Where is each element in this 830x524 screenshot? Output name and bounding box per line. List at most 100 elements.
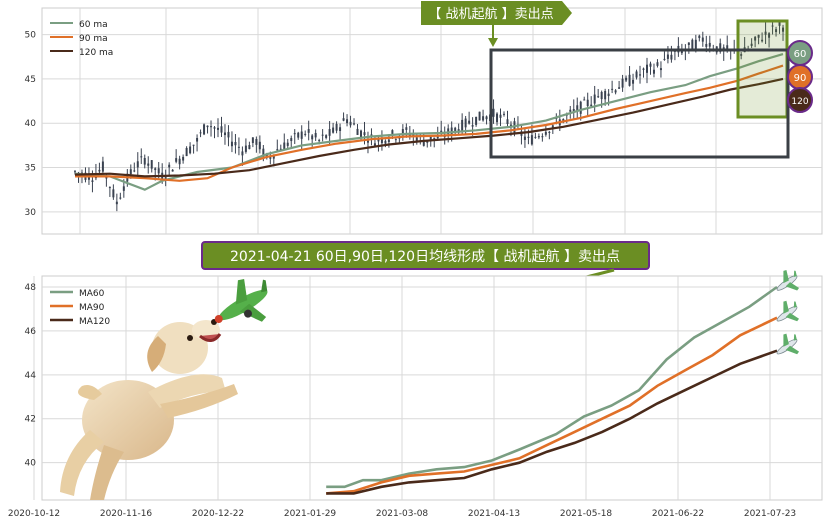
banner-text: 2021-04-21 60日,90日,120日均线形成【 战机起航 】卖出点: [230, 249, 620, 265]
dog-mouth: [199, 333, 222, 342]
price-candle-body: [775, 29, 778, 33]
price-candle-body: [185, 147, 188, 157]
price-candle-body: [196, 137, 199, 142]
price-candle-body: [496, 113, 499, 123]
price-candle-body: [286, 142, 289, 146]
price-candle-body: [694, 39, 697, 50]
price-candle-body: [346, 119, 349, 124]
price-candle-body: [583, 99, 586, 101]
price-candle-body: [91, 180, 94, 182]
price-candle-body: [206, 125, 209, 128]
price-candle-body: [440, 130, 443, 133]
price-candle-body: [154, 168, 157, 171]
price-candle-body: [544, 131, 547, 135]
price-candle-body: [454, 127, 457, 132]
price-candle-body: [335, 123, 338, 131]
price-candle-body: [705, 43, 708, 47]
price-candle-body: [471, 125, 474, 127]
price-candle-body: [649, 63, 652, 67]
price-candle-body: [527, 136, 530, 138]
legend-label-120: 120 ma: [79, 48, 113, 58]
airplane-icon: [776, 300, 800, 322]
price-candle-body: [217, 127, 219, 130]
price-candle-body: [171, 169, 174, 172]
bottom-y-ticks: 40 42 44 46 48: [25, 283, 37, 469]
price-candle-body: [210, 126, 213, 128]
price-candle-body: [339, 127, 342, 132]
price-candle-body: [764, 31, 767, 35]
banner-bg: [201, 241, 650, 270]
price-candle-body: [632, 79, 635, 84]
toy-plane-tail: [261, 279, 268, 293]
bottom-y-tick-label: 48: [25, 283, 37, 293]
top-series-line-120-ma: [74, 77, 784, 178]
price-candle-body: [304, 133, 307, 135]
price-candle-body: [691, 39, 694, 50]
price-candle-body: [391, 130, 394, 136]
price-candle-body: [192, 144, 195, 146]
price-candle-body: [321, 134, 324, 136]
bottom-x-tick-label: 2021-07-23: [744, 509, 796, 519]
airplane-icon: [776, 269, 800, 291]
airplane-wing-bottom: [785, 345, 800, 355]
price-candle-body: [586, 99, 589, 107]
toy-plane-fuselage: [218, 289, 268, 321]
dog-back-leg: [60, 430, 104, 496]
price-candle-body: [314, 132, 317, 138]
price-candle-body: [726, 45, 729, 52]
price-candle-body: [750, 43, 753, 46]
bottom-series-line-MA90: [326, 316, 778, 495]
dog-hind-leg: [90, 445, 124, 500]
price-candle-body: [223, 132, 226, 136]
signal-label-bg: [421, 1, 572, 25]
toy-plane-wing-bottom: [239, 303, 267, 322]
toy-plane-wheel: [244, 309, 252, 318]
legend-label-90: 90 ma: [79, 34, 108, 44]
price-candle-body: [101, 161, 104, 172]
bottom-chart: 40 42 44 46 48 2020-10-12 2020-11-16 2020-12-2…: [8, 269, 823, 519]
price-candle-body: [112, 189, 115, 198]
price-candle-body: [377, 138, 380, 142]
price-candle-body: [182, 156, 185, 161]
price-candle-body: [670, 54, 673, 60]
badge-120-label: 120: [791, 97, 808, 107]
price-candle-body: [300, 131, 303, 139]
price-candle-body: [719, 43, 722, 52]
price-candle-body: [534, 136, 537, 138]
legend-label-ma60: MA60: [79, 289, 105, 299]
price-candle-body: [778, 22, 781, 26]
price-candle-body: [492, 108, 495, 117]
bottom-x-tick-label: 2021-06-22: [652, 509, 704, 519]
price-candle-body: [244, 145, 247, 152]
price-candle-body: [293, 133, 296, 135]
price-candle-body: [98, 169, 101, 172]
dog-eye: [187, 335, 193, 341]
price-candle-body: [255, 138, 258, 145]
dog-tail: [78, 385, 102, 400]
price-candle-body: [541, 136, 544, 138]
price-candle-body: [349, 121, 352, 126]
price-candle-body: [387, 139, 390, 143]
price-candle-body: [283, 142, 286, 150]
price-candle-body: [356, 128, 359, 135]
price-candle-body: [147, 163, 150, 166]
signal-down-arrow-head: [488, 38, 498, 47]
price-candle-body: [237, 146, 240, 148]
airplane-tail: [793, 301, 797, 308]
price-candle-body: [509, 124, 512, 127]
price-candle-body: [129, 169, 132, 175]
airplane-wing-bottom: [785, 282, 800, 291]
price-candle-body: [628, 74, 631, 86]
price-candle-body: [380, 137, 383, 144]
price-candle-body: [429, 136, 432, 142]
price-candle-body: [530, 135, 533, 145]
bottom-x-tick-label: 2021-05-18: [560, 509, 613, 519]
bottom-y-tick-label: 42: [25, 415, 36, 425]
price-candle-body: [290, 138, 293, 142]
price-candle-body: [604, 90, 607, 100]
price-candle-body: [307, 129, 310, 133]
price-candle-body: [328, 129, 331, 136]
legend-label-60: 60 ma: [79, 20, 108, 30]
price-candle-body: [635, 71, 638, 78]
price-candle-body: [276, 149, 279, 151]
